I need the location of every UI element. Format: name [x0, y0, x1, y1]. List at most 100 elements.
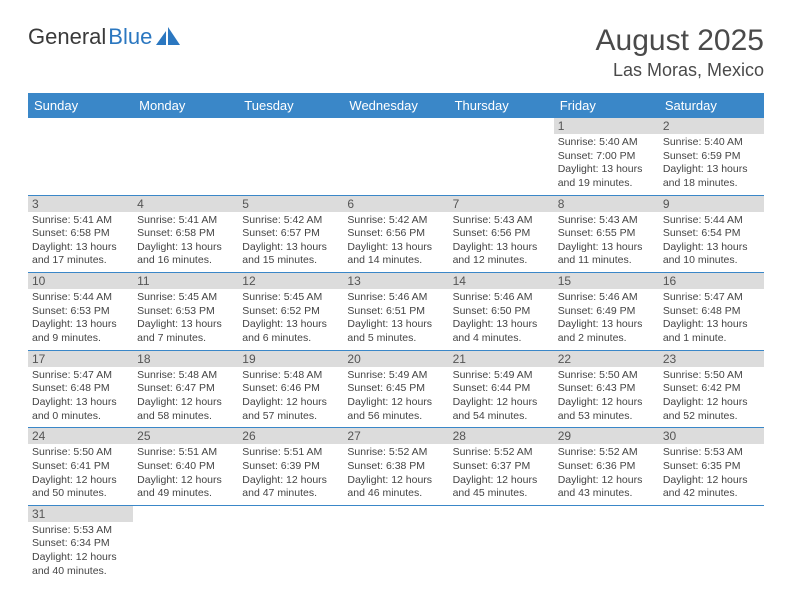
day-details: Sunrise: 5:52 AMSunset: 6:37 PMDaylight:…: [449, 444, 554, 505]
empty-day-header: [28, 118, 133, 134]
calendar-cell: 2Sunrise: 5:40 AMSunset: 6:59 PMDaylight…: [659, 118, 764, 195]
header: GeneralBlue August 2025 Las Moras, Mexic…: [28, 24, 764, 81]
sunrise-text: Sunrise: 5:47 AM: [663, 291, 760, 305]
calendar-cell: 4Sunrise: 5:41 AMSunset: 6:58 PMDaylight…: [133, 195, 238, 273]
day-details: Sunrise: 5:48 AMSunset: 6:46 PMDaylight:…: [238, 367, 343, 428]
calendar-cell: 20Sunrise: 5:49 AMSunset: 6:45 PMDayligh…: [343, 350, 448, 428]
sunset-text: Sunset: 6:37 PM: [453, 460, 550, 474]
calendar-cell: 12Sunrise: 5:45 AMSunset: 6:52 PMDayligh…: [238, 273, 343, 351]
day-number: 6: [343, 196, 448, 212]
day-details: Sunrise: 5:43 AMSunset: 6:55 PMDaylight:…: [554, 212, 659, 273]
calendar-table: Sunday Monday Tuesday Wednesday Thursday…: [28, 93, 764, 582]
day-number: 27: [343, 428, 448, 444]
sunset-text: Sunset: 6:34 PM: [32, 537, 129, 551]
calendar-cell: 6Sunrise: 5:42 AMSunset: 6:56 PMDaylight…: [343, 195, 448, 273]
sunrise-text: Sunrise: 5:52 AM: [347, 446, 444, 460]
sunrise-text: Sunrise: 5:49 AM: [453, 369, 550, 383]
daylight-text: Daylight: 13 hours and 6 minutes.: [242, 318, 339, 345]
sunrise-text: Sunrise: 5:42 AM: [242, 214, 339, 228]
sunset-text: Sunset: 6:38 PM: [347, 460, 444, 474]
day-details: Sunrise: 5:45 AMSunset: 6:53 PMDaylight:…: [133, 289, 238, 350]
calendar-cell: 19Sunrise: 5:48 AMSunset: 6:46 PMDayligh…: [238, 350, 343, 428]
calendar-cell: [28, 118, 133, 195]
daylight-text: Daylight: 13 hours and 18 minutes.: [663, 163, 760, 190]
calendar-cell: 17Sunrise: 5:47 AMSunset: 6:48 PMDayligh…: [28, 350, 133, 428]
day-details: Sunrise: 5:40 AMSunset: 6:59 PMDaylight:…: [659, 134, 764, 195]
empty-day-header: [343, 118, 448, 134]
calendar-cell: 30Sunrise: 5:53 AMSunset: 6:35 PMDayligh…: [659, 428, 764, 506]
day-number: 11: [133, 273, 238, 289]
day-number: 1: [554, 118, 659, 134]
daylight-text: Daylight: 12 hours and 53 minutes.: [558, 396, 655, 423]
weekday-header: Tuesday: [238, 93, 343, 118]
logo-text-2: Blue: [108, 24, 152, 50]
day-details: Sunrise: 5:47 AMSunset: 6:48 PMDaylight:…: [28, 367, 133, 428]
calendar-cell: 22Sunrise: 5:50 AMSunset: 6:43 PMDayligh…: [554, 350, 659, 428]
calendar-cell: [343, 505, 448, 582]
sunset-text: Sunset: 6:42 PM: [663, 382, 760, 396]
daylight-text: Daylight: 13 hours and 7 minutes.: [137, 318, 234, 345]
daylight-text: Daylight: 12 hours and 40 minutes.: [32, 551, 129, 578]
day-number: 17: [28, 351, 133, 367]
day-number: 9: [659, 196, 764, 212]
sunset-text: Sunset: 6:57 PM: [242, 227, 339, 241]
daylight-text: Daylight: 12 hours and 54 minutes.: [453, 396, 550, 423]
calendar-cell: 11Sunrise: 5:45 AMSunset: 6:53 PMDayligh…: [133, 273, 238, 351]
weekday-header: Monday: [133, 93, 238, 118]
sunrise-text: Sunrise: 5:43 AM: [558, 214, 655, 228]
day-details: Sunrise: 5:42 AMSunset: 6:57 PMDaylight:…: [238, 212, 343, 273]
location: Las Moras, Mexico: [596, 60, 764, 81]
sunrise-text: Sunrise: 5:46 AM: [453, 291, 550, 305]
day-details: Sunrise: 5:52 AMSunset: 6:36 PMDaylight:…: [554, 444, 659, 505]
logo-text-1: General: [28, 24, 106, 50]
calendar-cell: 8Sunrise: 5:43 AMSunset: 6:55 PMDaylight…: [554, 195, 659, 273]
daylight-text: Daylight: 12 hours and 47 minutes.: [242, 474, 339, 501]
sunrise-text: Sunrise: 5:48 AM: [137, 369, 234, 383]
day-number: 21: [449, 351, 554, 367]
day-details: Sunrise: 5:49 AMSunset: 6:45 PMDaylight:…: [343, 367, 448, 428]
calendar-cell: [238, 118, 343, 195]
sunrise-text: Sunrise: 5:50 AM: [663, 369, 760, 383]
calendar-cell: [659, 505, 764, 582]
daylight-text: Daylight: 12 hours and 58 minutes.: [137, 396, 234, 423]
sunset-text: Sunset: 6:36 PM: [558, 460, 655, 474]
weekday-header: Thursday: [449, 93, 554, 118]
day-number: 12: [238, 273, 343, 289]
sunset-text: Sunset: 6:54 PM: [663, 227, 760, 241]
empty-day-header: [133, 118, 238, 134]
sunrise-text: Sunrise: 5:51 AM: [242, 446, 339, 460]
sunrise-text: Sunrise: 5:41 AM: [137, 214, 234, 228]
sunrise-text: Sunrise: 5:44 AM: [32, 291, 129, 305]
day-details: Sunrise: 5:46 AMSunset: 6:51 PMDaylight:…: [343, 289, 448, 350]
day-details: Sunrise: 5:51 AMSunset: 6:40 PMDaylight:…: [133, 444, 238, 505]
calendar-cell: [133, 505, 238, 582]
sunset-text: Sunset: 6:45 PM: [347, 382, 444, 396]
day-number: 19: [238, 351, 343, 367]
daylight-text: Daylight: 13 hours and 9 minutes.: [32, 318, 129, 345]
calendar-cell: 14Sunrise: 5:46 AMSunset: 6:50 PMDayligh…: [449, 273, 554, 351]
calendar-cell: [343, 118, 448, 195]
calendar-cell: 9Sunrise: 5:44 AMSunset: 6:54 PMDaylight…: [659, 195, 764, 273]
day-details: Sunrise: 5:51 AMSunset: 6:39 PMDaylight:…: [238, 444, 343, 505]
sunset-text: Sunset: 6:52 PM: [242, 305, 339, 319]
sunset-text: Sunset: 6:56 PM: [453, 227, 550, 241]
daylight-text: Daylight: 13 hours and 11 minutes.: [558, 241, 655, 268]
sunrise-text: Sunrise: 5:41 AM: [32, 214, 129, 228]
day-details: Sunrise: 5:48 AMSunset: 6:47 PMDaylight:…: [133, 367, 238, 428]
day-number: 2: [659, 118, 764, 134]
weekday-header-row: Sunday Monday Tuesday Wednesday Thursday…: [28, 93, 764, 118]
sunset-text: Sunset: 6:56 PM: [347, 227, 444, 241]
day-number: 26: [238, 428, 343, 444]
day-number: 3: [28, 196, 133, 212]
day-number: 13: [343, 273, 448, 289]
daylight-text: Daylight: 13 hours and 5 minutes.: [347, 318, 444, 345]
day-details: Sunrise: 5:53 AMSunset: 6:35 PMDaylight:…: [659, 444, 764, 505]
day-details: Sunrise: 5:44 AMSunset: 6:54 PMDaylight:…: [659, 212, 764, 273]
day-number: 25: [133, 428, 238, 444]
day-details: Sunrise: 5:49 AMSunset: 6:44 PMDaylight:…: [449, 367, 554, 428]
calendar-cell: [449, 505, 554, 582]
month-title: August 2025: [596, 24, 764, 58]
calendar-cell: 23Sunrise: 5:50 AMSunset: 6:42 PMDayligh…: [659, 350, 764, 428]
calendar-cell: 18Sunrise: 5:48 AMSunset: 6:47 PMDayligh…: [133, 350, 238, 428]
day-details: Sunrise: 5:41 AMSunset: 6:58 PMDaylight:…: [133, 212, 238, 273]
